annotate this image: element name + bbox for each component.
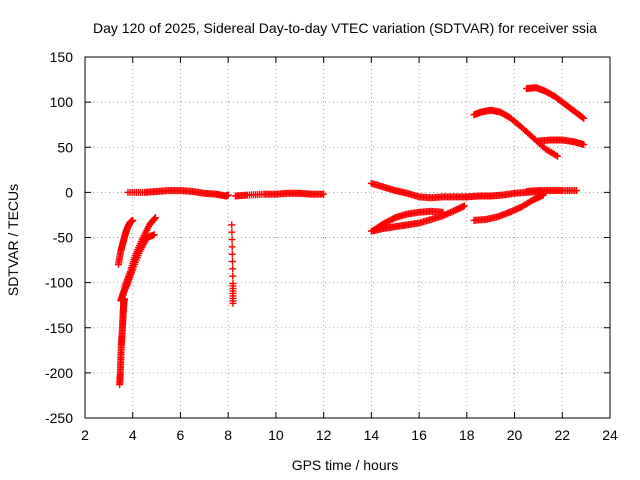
series-afternoon-decline <box>367 179 471 202</box>
chart-title: Day 120 of 2025, Sidereal Day-to-day VTE… <box>93 20 597 36</box>
y-tick-label: -150 <box>45 320 73 336</box>
x-tick-label: 24 <box>602 427 618 443</box>
x-tick-label: 12 <box>316 427 332 443</box>
series-afternoon-dip <box>367 202 468 235</box>
plus-marker <box>439 208 447 216</box>
x-tick-label: 22 <box>554 427 570 443</box>
series-late-upper <box>522 84 588 122</box>
plus-marker <box>460 202 468 210</box>
plus-marker <box>580 114 588 122</box>
plus-marker <box>229 258 237 266</box>
plot-frame <box>84 56 611 419</box>
plus-marker <box>129 216 137 224</box>
y-tick-label: 150 <box>50 49 74 65</box>
plus-marker <box>229 272 237 280</box>
series-late-flat <box>522 187 581 195</box>
plus-marker <box>228 243 236 251</box>
x-tick-label: 8 <box>224 427 232 443</box>
y-tick-label: 0 <box>65 184 73 200</box>
y-tick-label: -50 <box>53 230 73 246</box>
y-tick-label: -200 <box>45 365 73 381</box>
x-tick-label: 2 <box>81 427 89 443</box>
axis-ticks: 2 4 6 8 10 12 14 16 18 20 22 24-250-200-150-100-500… <box>45 49 618 443</box>
plus-marker <box>573 187 581 195</box>
x-tick-label: 16 <box>411 427 427 443</box>
plus-marker <box>539 191 547 199</box>
plus-marker <box>150 231 158 239</box>
y-axis-label: SDTVAR / TECUs <box>5 184 21 296</box>
x-tick-label: 14 <box>364 427 380 443</box>
y-tick-label: 50 <box>57 139 73 155</box>
plus-marker <box>229 265 237 273</box>
series-evening-arc <box>470 106 561 160</box>
series-midday-flat <box>231 189 328 200</box>
data-points <box>114 84 588 389</box>
plus-marker <box>229 299 237 307</box>
y-tick-label: -100 <box>45 275 73 291</box>
series-late-dip <box>470 191 547 224</box>
series-early-tail <box>116 295 128 389</box>
series-early-drop-c <box>118 214 159 303</box>
plus-marker <box>224 191 232 199</box>
series-late-mid <box>534 136 588 149</box>
plus-marker <box>580 141 588 149</box>
plus-marker <box>151 215 159 223</box>
plus-marker <box>228 236 236 244</box>
plus-marker <box>228 228 236 236</box>
x-tick-label: 18 <box>459 427 475 443</box>
series-afternoon-hump <box>370 207 447 234</box>
y-tick-label: -250 <box>45 410 73 426</box>
x-tick-label: 20 <box>507 427 523 443</box>
x-axis-label: GPS time / hours <box>292 457 399 473</box>
plus-marker <box>554 152 561 160</box>
series-morning-flat <box>124 187 232 200</box>
plus-marker <box>320 190 328 198</box>
x-tick-label: 4 <box>129 427 137 443</box>
series-early-drop-a <box>114 216 137 269</box>
plus-marker <box>151 214 159 222</box>
plus-marker <box>228 221 236 229</box>
y-tick-label: 100 <box>50 94 74 110</box>
plus-marker <box>228 250 236 258</box>
plus-marker <box>579 113 587 121</box>
plus-marker <box>120 295 128 303</box>
series-isolated-points <box>228 221 237 307</box>
x-tick-label: 10 <box>268 427 284 443</box>
plus-marker <box>552 151 560 159</box>
grid-lines <box>85 57 610 418</box>
x-tick-label: 6 <box>177 427 185 443</box>
